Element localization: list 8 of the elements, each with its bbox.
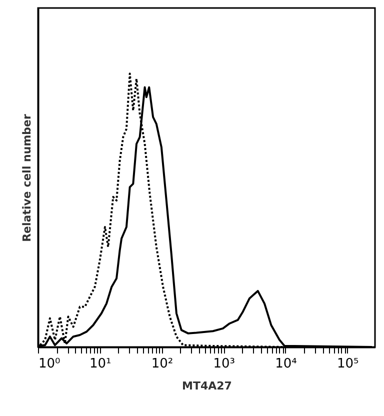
x-tick-label: 10² <box>151 356 174 372</box>
x-tick-label: 10⁴ <box>275 356 297 372</box>
x-tick-label: 10¹ <box>89 356 112 372</box>
x-tick-label: 10⁵ <box>336 356 359 372</box>
x-tick-label: 10⁰ <box>38 356 60 372</box>
y-axis-title: Relative cell number <box>20 114 34 242</box>
x-tick-label: 10³ <box>213 356 235 372</box>
x-axis-title: MT4A27 <box>182 380 232 392</box>
